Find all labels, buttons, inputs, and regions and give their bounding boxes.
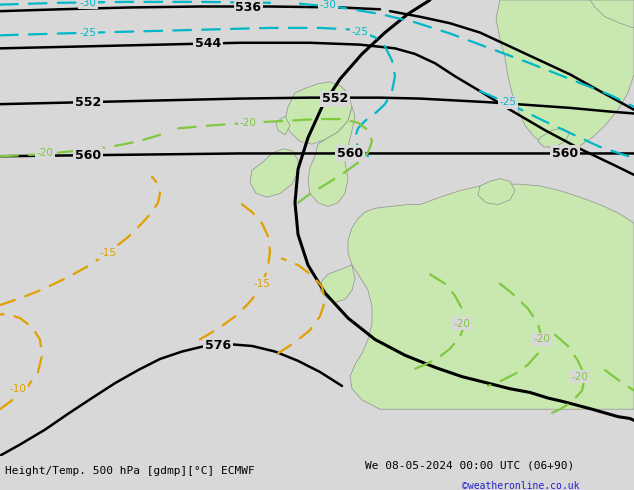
Polygon shape — [590, 0, 634, 28]
Text: 552: 552 — [322, 92, 348, 105]
Polygon shape — [538, 128, 570, 147]
Text: 560: 560 — [337, 147, 363, 160]
Text: 552: 552 — [75, 96, 101, 109]
Text: -25: -25 — [79, 28, 96, 39]
Text: -10: -10 — [10, 384, 27, 394]
Polygon shape — [250, 149, 298, 197]
Polygon shape — [496, 0, 634, 150]
Polygon shape — [348, 184, 634, 409]
Text: 544: 544 — [195, 37, 221, 50]
Text: -20: -20 — [572, 371, 588, 382]
Text: 560: 560 — [75, 149, 101, 162]
Polygon shape — [308, 107, 355, 206]
Text: -30: -30 — [79, 0, 96, 8]
Text: -20: -20 — [37, 148, 53, 158]
Text: 560: 560 — [552, 147, 578, 160]
Text: -25: -25 — [351, 26, 368, 37]
Text: -30: -30 — [320, 0, 337, 10]
Text: -15: -15 — [254, 279, 271, 289]
Text: ©weatheronline.co.uk: ©weatheronline.co.uk — [462, 481, 579, 490]
Text: 536: 536 — [235, 1, 261, 14]
Text: We 08-05-2024 00:00 UTC (06+90): We 08-05-2024 00:00 UTC (06+90) — [365, 460, 574, 470]
Text: 576: 576 — [205, 340, 231, 352]
Text: -25: -25 — [500, 98, 517, 107]
Polygon shape — [285, 82, 352, 144]
Polygon shape — [276, 116, 290, 135]
Text: -20: -20 — [534, 335, 550, 344]
Text: -20: -20 — [240, 118, 256, 128]
Text: Height/Temp. 500 hPa [gdmp][°C] ECMWF: Height/Temp. 500 hPa [gdmp][°C] ECMWF — [5, 466, 255, 476]
Text: -20: -20 — [453, 318, 470, 329]
Polygon shape — [320, 265, 355, 302]
Text: -15: -15 — [100, 248, 117, 258]
Polygon shape — [478, 178, 515, 205]
